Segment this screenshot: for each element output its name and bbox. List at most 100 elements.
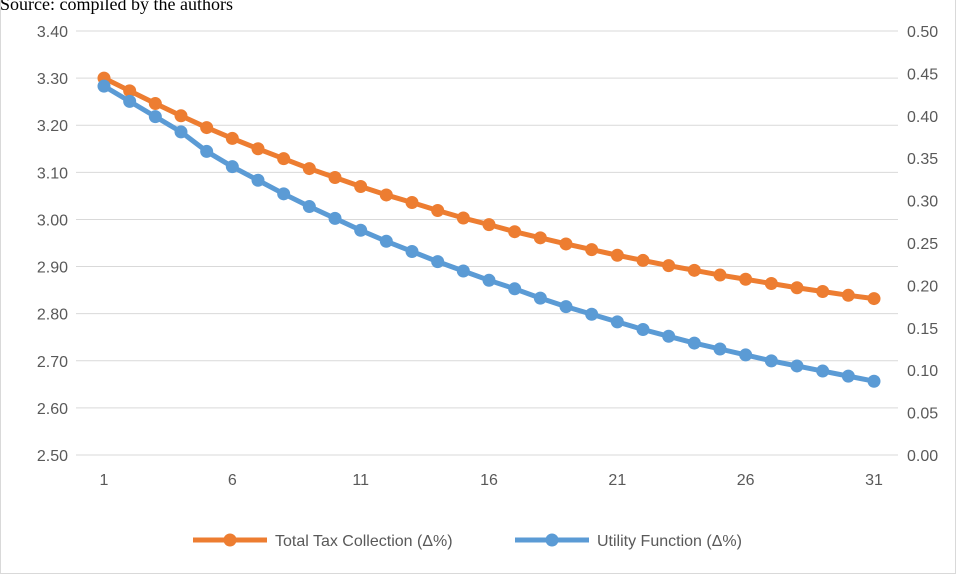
right-axis-tick-label: 0.30: [907, 194, 938, 211]
legend-label: Utility Function (Δ%): [597, 533, 742, 550]
data-point: [329, 171, 342, 184]
left-axis-tick-label: 3.00: [37, 212, 68, 229]
left-axis-tick-label: 3.20: [37, 118, 68, 135]
x-axis-tick-label: 16: [480, 472, 498, 489]
right-axis-tick-label: 0.10: [907, 363, 938, 380]
x-axis-tick-label: 6: [228, 472, 237, 489]
right-axis-tick-label: 0.00: [907, 448, 938, 465]
data-point: [277, 152, 290, 165]
data-point: [508, 282, 521, 295]
data-point: [534, 292, 547, 305]
right-axis-tick-label: 0.45: [907, 66, 938, 83]
x-axis-tick-label: 21: [608, 472, 626, 489]
right-axis-ticks: 0.00 0.05 0.10 0.15 0.20 0.25 0.30 0.35 0.40 0.45…: [907, 24, 938, 465]
data-point: [175, 125, 188, 138]
left-axis-tick-label: 2.60: [37, 401, 68, 418]
gridlines: [76, 31, 898, 455]
data-point: [714, 269, 727, 282]
data-point: [868, 292, 881, 305]
left-axis-tick-label: 3.10: [37, 165, 68, 182]
data-point: [662, 259, 675, 272]
series-layer: [98, 72, 881, 388]
data-point: [406, 196, 419, 209]
x-axis-tick-label: 11: [352, 472, 369, 489]
data-point: [842, 289, 855, 302]
legend: Total Tax Collection (Δ%) Utility Functio…: [193, 533, 742, 550]
data-point: [739, 348, 752, 361]
data-point: [303, 162, 316, 175]
data-point: [688, 337, 701, 350]
data-point: [637, 323, 650, 336]
data-point: [380, 188, 393, 201]
data-point: [277, 187, 290, 200]
right-axis-tick-label: 0.35: [907, 151, 938, 168]
data-point: [560, 300, 573, 313]
data-point: [714, 343, 727, 356]
data-point: [252, 174, 265, 187]
series-utility-function: [98, 80, 881, 388]
data-point: [868, 375, 881, 388]
x-axis-tick-label: 1: [100, 472, 109, 489]
data-point: [560, 237, 573, 250]
data-point: [226, 132, 239, 145]
right-axis-tick-label: 0.50: [907, 24, 938, 41]
data-point: [200, 121, 213, 134]
legend-entry-utility-function: Utility Function (Δ%): [515, 533, 742, 550]
right-axis-tick-label: 0.25: [907, 236, 938, 253]
data-point: [431, 204, 444, 217]
data-point: [662, 330, 675, 343]
legend-marker: [224, 534, 237, 547]
data-point: [585, 308, 598, 321]
legend-label: Total Tax Collection (Δ%): [275, 533, 453, 550]
right-axis-tick-label: 0.15: [907, 321, 938, 338]
data-point: [354, 180, 367, 193]
data-point: [98, 80, 111, 93]
data-point: [226, 160, 239, 173]
data-point: [406, 245, 419, 258]
data-point: [534, 231, 547, 244]
data-point: [611, 249, 624, 262]
data-point: [483, 274, 496, 287]
left-axis-tick-label: 2.80: [37, 307, 68, 324]
data-point: [354, 224, 367, 237]
data-point: [483, 218, 496, 231]
data-point: [508, 225, 521, 238]
data-point: [611, 315, 624, 328]
series-line: [104, 78, 874, 298]
x-axis-tick-label: 26: [737, 472, 755, 489]
left-axis-tick-label: 3.30: [37, 71, 68, 88]
data-point: [739, 273, 752, 286]
left-axis-tick-label: 2.70: [37, 354, 68, 371]
data-point: [457, 264, 470, 277]
legend-marker: [546, 534, 559, 547]
data-point: [200, 145, 213, 158]
data-point: [842, 370, 855, 383]
data-point: [380, 235, 393, 248]
data-point: [149, 110, 162, 123]
data-point: [149, 97, 162, 110]
x-axis-ticks: 1 6 11 16 21 26 31: [100, 472, 883, 489]
x-axis-tick-label: 31: [865, 472, 883, 489]
data-point: [431, 255, 444, 268]
data-point: [123, 95, 136, 108]
data-point: [791, 359, 804, 372]
data-point: [791, 281, 804, 294]
data-point: [329, 212, 342, 225]
legend-entry-total-tax-collection: Total Tax Collection (Δ%): [193, 533, 453, 550]
data-point: [816, 285, 829, 298]
data-point: [252, 142, 265, 155]
right-axis-tick-label: 0.05: [907, 406, 938, 423]
data-point: [816, 365, 829, 378]
data-point: [303, 200, 316, 213]
right-axis-tick-label: 0.40: [907, 109, 938, 126]
right-axis-tick-label: 0.20: [907, 278, 938, 295]
data-point: [457, 212, 470, 225]
data-point: [637, 254, 650, 267]
left-axis-tick-label: 3.40: [37, 24, 68, 41]
left-axis-tick-label: 2.90: [37, 260, 68, 277]
left-axis-tick-label: 2.50: [37, 448, 68, 465]
data-point: [585, 243, 598, 256]
data-point: [765, 277, 778, 290]
data-point: [175, 109, 188, 122]
